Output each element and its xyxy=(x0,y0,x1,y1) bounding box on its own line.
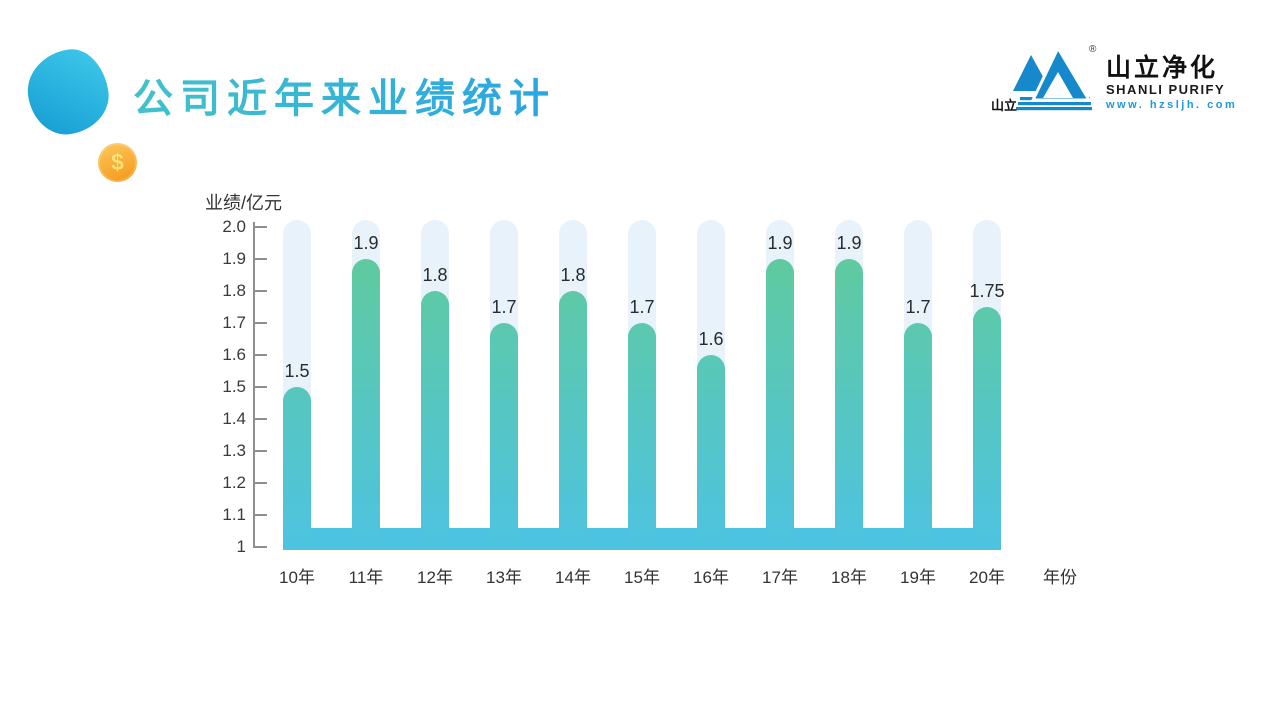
mountain-icon: 山立 ® xyxy=(991,44,1097,113)
bar-value-label: 1.6 xyxy=(698,329,724,349)
logo-brand-en: SHANLI PURIFY xyxy=(1106,82,1226,97)
bar-value-label: 1.75 xyxy=(969,281,1005,301)
x-tick-label-20年: 20年 xyxy=(969,568,1005,587)
bar-value-label: 1.9 xyxy=(836,233,862,253)
logo-brand-cn: 山立净化 xyxy=(1106,54,1219,82)
x-tick-label-17年: 17年 xyxy=(762,568,798,587)
x-tick-label-18年: 18年 xyxy=(831,568,867,587)
x-tick-label-19年: 19年 xyxy=(900,568,936,587)
bar-value-label: 1.7 xyxy=(491,297,517,317)
bar-11年 xyxy=(352,259,380,550)
bar-17年 xyxy=(766,259,794,550)
y-tick-label: 1.3 xyxy=(222,441,246,460)
y-axis-tick xyxy=(255,226,267,228)
y-tick-label: 1.2 xyxy=(222,473,246,492)
logo-icon-caption: 山立 xyxy=(991,98,1017,113)
y-tick-label: 1.4 xyxy=(222,409,246,428)
y-axis-line xyxy=(253,222,255,548)
y-axis-tick xyxy=(255,258,267,260)
bar-value-label: 1.8 xyxy=(422,265,448,285)
y-tick-label: 2.0 xyxy=(222,217,246,236)
y-axis-title: 业绩/亿元 xyxy=(205,193,283,213)
registered-mark-icon: ® xyxy=(1089,44,1097,55)
bar-value-label: 1.9 xyxy=(353,233,379,253)
page-title: 公司近年来业绩统计 xyxy=(133,66,556,124)
x-tick-label-12年: 12年 xyxy=(417,568,453,587)
y-axis-tick xyxy=(255,546,267,548)
bar-value-label: 1.5 xyxy=(284,361,310,381)
bar-value-label: 1.9 xyxy=(767,233,793,253)
bar-15年 xyxy=(628,323,656,550)
bar-10年 xyxy=(283,387,311,550)
y-tick-label: 1.5 xyxy=(222,377,246,396)
bar-12年 xyxy=(421,291,449,550)
bar-20年 xyxy=(973,307,1001,550)
y-tick-label: 1.7 xyxy=(222,313,246,332)
coin-icon: $ xyxy=(98,143,137,182)
y-tick-label: 1.9 xyxy=(222,249,246,268)
x-tick-label-15年: 15年 xyxy=(624,568,660,587)
bar-value-label: 1.8 xyxy=(560,265,586,285)
y-axis-tick xyxy=(255,450,267,452)
y-axis-tick xyxy=(255,418,267,420)
y-axis-tick xyxy=(255,514,267,516)
bar-16年 xyxy=(697,355,725,550)
dollar-symbol: $ xyxy=(111,149,124,175)
y-tick-label: 1.8 xyxy=(222,281,246,300)
y-axis-tick xyxy=(255,386,267,388)
logo-text-block: 山立净化 SHANLI PURIFY www. hzsljh. com xyxy=(1106,42,1238,112)
bar-14年 xyxy=(559,291,587,550)
y-axis-tick xyxy=(255,322,267,324)
company-logo: 山立 ® 山立净化 SHANLI PURIFY www. hzsljh. com xyxy=(988,42,1237,114)
x-axis-title: 年份 xyxy=(1043,568,1077,587)
y-axis-tick xyxy=(255,482,267,484)
bar-13年 xyxy=(490,323,518,550)
mountain-logo-icon: 山立 ® xyxy=(988,42,1100,114)
logo-website: www. hzsljh. com xyxy=(1106,99,1238,112)
y-axis-tick xyxy=(255,290,267,292)
bar-18年 xyxy=(835,259,863,550)
x-tick-label-16年: 16年 xyxy=(693,568,729,587)
y-axis-tick xyxy=(255,354,267,356)
bar-value-label: 1.7 xyxy=(905,297,931,317)
x-tick-label-10年: 10年 xyxy=(279,568,315,587)
y-tick-label: 1 xyxy=(236,537,246,556)
x-tick-label-13年: 13年 xyxy=(486,568,522,587)
y-tick-label: 1.1 xyxy=(222,505,246,524)
y-tick-label: 1.6 xyxy=(222,345,246,364)
bar-19年 xyxy=(904,323,932,550)
bar-value-label: 1.7 xyxy=(629,297,655,317)
x-tick-label-11年: 11年 xyxy=(348,568,384,587)
x-tick-label-14年: 14年 xyxy=(555,568,591,587)
